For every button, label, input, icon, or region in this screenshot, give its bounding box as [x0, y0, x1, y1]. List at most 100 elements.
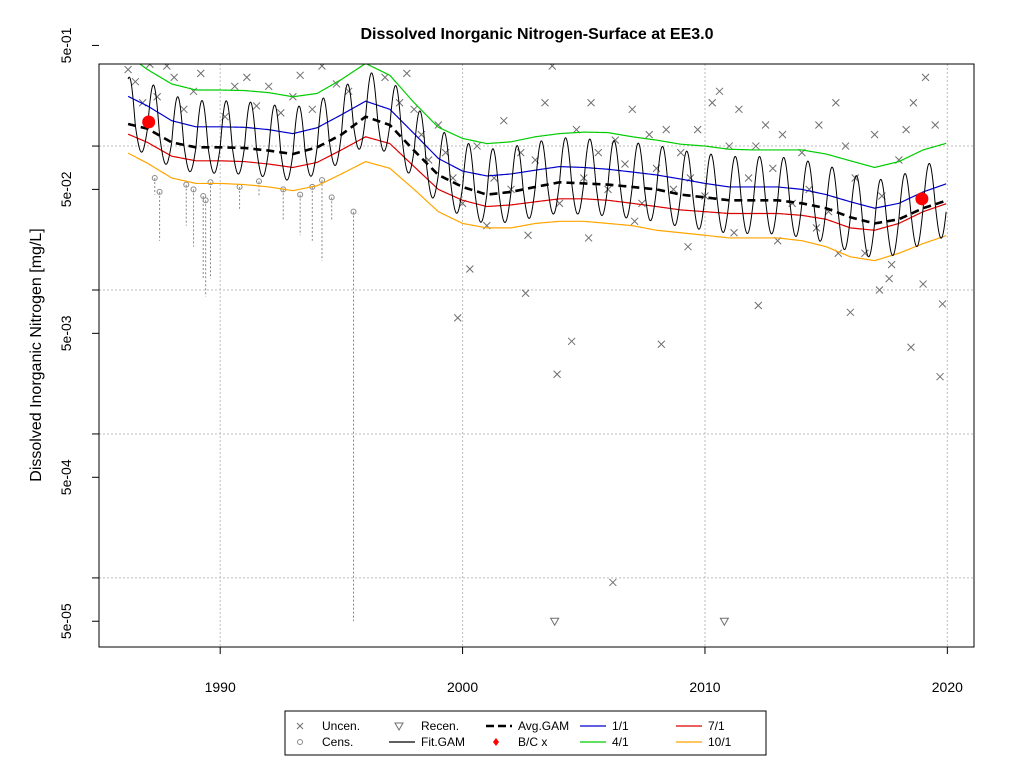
censored-point [328, 194, 335, 201]
uncensored-point [768, 164, 777, 173]
uncensored-point [276, 109, 285, 117]
uncensored-point [662, 125, 671, 134]
uncensored-point [473, 142, 481, 150]
uncensored-point [410, 105, 418, 114]
uncensored-point [395, 98, 404, 107]
uncensored-point [567, 337, 576, 346]
censored-point [318, 177, 325, 184]
uncensored-point [402, 69, 411, 78]
uncensored-point [516, 148, 525, 157]
uncensored-point [735, 105, 743, 114]
censored-point [190, 186, 197, 193]
x-tick-label: 2010 [689, 679, 720, 695]
uncensored-point [170, 73, 178, 82]
plot-frame [98, 63, 975, 648]
uncensored-point [318, 64, 326, 70]
legend-label: 1/1 [612, 719, 629, 733]
uncensored-point [499, 116, 508, 125]
uncensored-point [628, 105, 637, 114]
uncensored-point [373, 64, 382, 65]
uncensored-point [584, 234, 593, 242]
censored-point [297, 191, 304, 198]
uncensored-point [919, 280, 927, 288]
uncensored-point [365, 49, 372, 56]
y-axis-label: Dissolved Inorganic Nitrogen [mg/L] [28, 228, 45, 481]
legend-box [284, 710, 767, 756]
y-tick-label: 5e-03 [58, 315, 74, 351]
uncensored-point [541, 98, 549, 107]
jan1-line [127, 95, 947, 209]
uncensored-point [907, 343, 915, 352]
y-tick-label: 5e-02 [58, 171, 74, 207]
recensored-point [719, 617, 730, 627]
censored-point [151, 174, 158, 181]
uncensored-point [846, 308, 855, 317]
censored-point [207, 179, 214, 186]
uncensored-point [212, 56, 219, 63]
chart-title: Dissolved Inorganic Nitrogen-Surface at … [361, 26, 714, 43]
uncensored-point [752, 142, 760, 150]
uncensored-point [153, 92, 162, 101]
jul1-line [127, 133, 947, 231]
legend-label: Uncen. [322, 719, 360, 733]
uncensored-point [453, 314, 462, 322]
uncensored-point [553, 370, 561, 379]
legend-label: 10/1 [708, 735, 732, 749]
uncensored-point [369, 44, 376, 51]
uncensored-point [252, 102, 261, 110]
uncensored-point [264, 82, 273, 91]
censored-point [255, 178, 262, 185]
uncensored-point [196, 69, 205, 78]
legend-dot-symbol [493, 738, 499, 746]
uncensored-point [296, 71, 305, 80]
data-layer [124, 39, 947, 627]
uncensored-point [676, 148, 685, 157]
x-tick-label: 2020 [932, 679, 963, 695]
recensored-point [549, 617, 560, 627]
uncensored-point [630, 217, 639, 226]
uncensored-point [761, 121, 770, 129]
uncensored-point [841, 142, 850, 150]
uncensored-point [815, 121, 823, 129]
uncensored-point [608, 578, 617, 587]
censored-point [200, 192, 207, 199]
uncensored-point [230, 82, 239, 91]
uncensored-point [909, 98, 918, 107]
uncensored-point [163, 64, 171, 70]
uncensored-point [179, 105, 188, 114]
uncensored-point [870, 130, 879, 139]
uncensored-point [124, 65, 132, 74]
uncensored-point [645, 130, 654, 139]
uncensored-point [604, 185, 612, 194]
uncensored-point [323, 39, 330, 46]
legend-label: Recen. [421, 719, 459, 733]
uncensored-point [693, 125, 702, 134]
censored-point [156, 188, 163, 195]
uncensored-point [744, 174, 753, 182]
uncensored-point [566, 50, 573, 57]
uncensored-point [708, 98, 717, 107]
legend-label: Cens. [322, 735, 353, 749]
uncensored-point [587, 98, 595, 107]
censored-point [202, 197, 209, 204]
uncensored-point [938, 300, 947, 308]
oct1-line [127, 152, 947, 262]
legend-label: Fit.GAM [421, 735, 465, 749]
x-tick-label: 1990 [205, 679, 236, 695]
uncensored-point [657, 340, 666, 349]
uncensored-point [936, 372, 944, 381]
uncensored-point [715, 87, 724, 96]
uncensored-point [921, 73, 930, 82]
uncensored-point [465, 265, 474, 273]
uncensored-point [684, 242, 692, 251]
y-tick-label: 5e-04 [58, 459, 74, 495]
uncensored-point [521, 289, 530, 298]
uncensored-point [594, 148, 603, 157]
legend-label: Avg.GAM [518, 719, 569, 733]
uncensored-point [638, 199, 646, 208]
uncensored-point [875, 286, 884, 294]
x-tick-label: 2000 [447, 679, 478, 695]
uncensored-point [621, 160, 629, 168]
uncensored-point [381, 73, 389, 82]
